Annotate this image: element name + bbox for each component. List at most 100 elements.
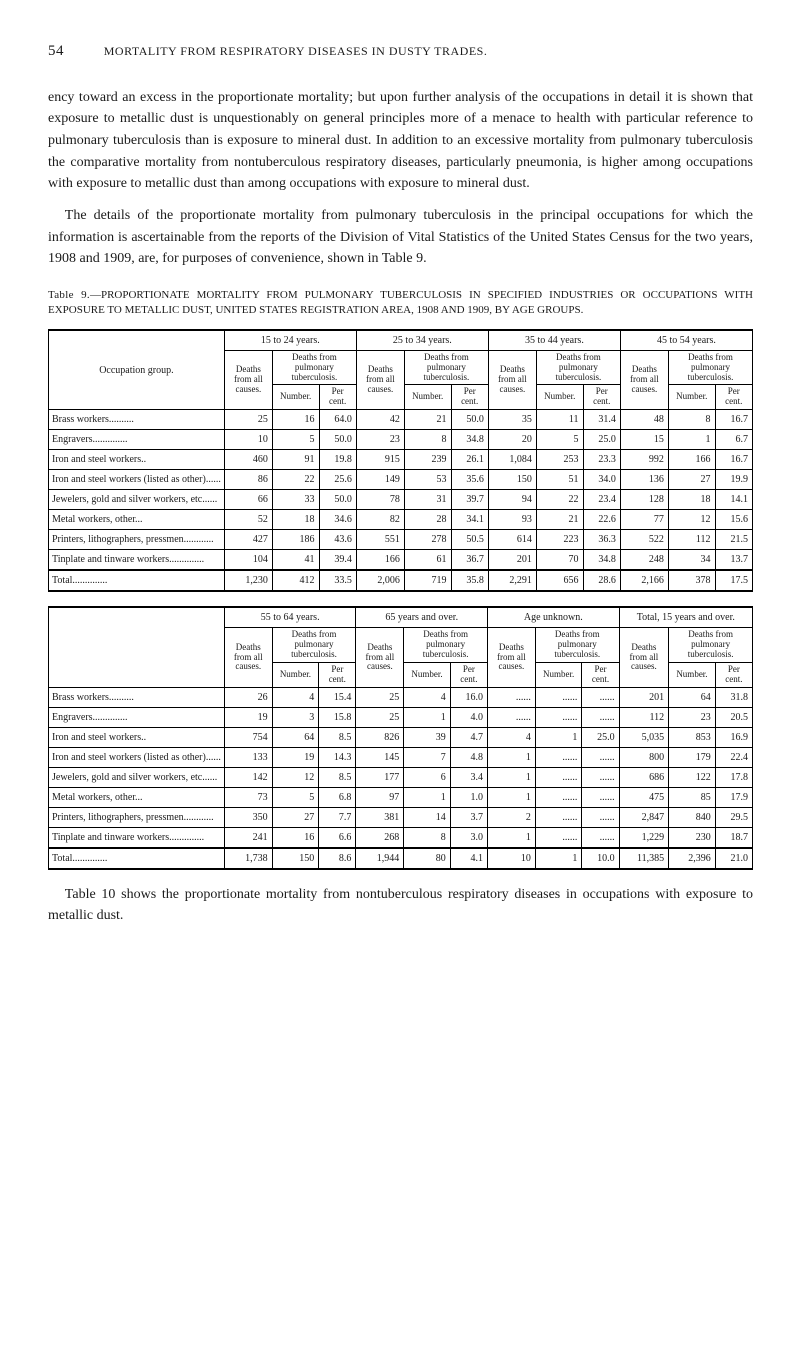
data-cell: 23.4 <box>583 490 620 510</box>
data-cell: 2,847 <box>619 807 669 827</box>
th-pct-7: Per cent. <box>715 662 752 687</box>
data-cell: 5 <box>536 430 583 450</box>
data-cell: ...... <box>488 687 536 707</box>
table-row: Tinplate and tinware workers............… <box>49 827 753 848</box>
total-cell: 2,291 <box>488 570 536 591</box>
table-row: Tinplate and tinware workers............… <box>49 550 753 571</box>
table-row: Printers, lithographers, pressmen.......… <box>49 530 753 550</box>
occupation-cell: Iron and steel workers (listed as other)… <box>49 470 225 490</box>
data-cell: 3.4 <box>450 767 487 787</box>
total-cell: 80 <box>404 848 451 869</box>
data-cell: 43.6 <box>319 530 356 550</box>
data-cell: 15.6 <box>715 510 752 530</box>
data-cell: 70 <box>536 550 583 571</box>
data-cell: 77 <box>620 510 668 530</box>
data-cell: 1 <box>404 787 451 807</box>
data-cell: 4.0 <box>450 707 487 727</box>
th-deaths-pt-4: Deaths from pulmonary tuberculosis. <box>272 628 356 663</box>
data-cell: 522 <box>620 530 668 550</box>
data-cell: 61 <box>404 550 451 571</box>
data-cell: 381 <box>356 807 404 827</box>
data-cell: 915 <box>356 450 404 470</box>
occupation-cell: Printers, lithographers, pressmen.......… <box>49 530 225 550</box>
table-9-caption: Table 9.—PROPORTIONATE MORTALITY FROM PU… <box>48 288 753 319</box>
total-cell: 412 <box>272 570 319 591</box>
data-cell: 248 <box>620 550 668 571</box>
data-cell: 230 <box>669 827 716 848</box>
data-cell: 34.1 <box>451 510 488 530</box>
data-cell: 25.0 <box>583 430 620 450</box>
data-cell: 3.0 <box>450 827 487 848</box>
data-cell: 28 <box>404 510 451 530</box>
th-pct-6: Per cent. <box>582 662 619 687</box>
th-num-4: Number. <box>272 662 319 687</box>
data-cell: ...... <box>535 787 582 807</box>
data-cell: 460 <box>224 450 272 470</box>
data-cell: 22 <box>272 470 319 490</box>
paragraph-1: ency toward an excess in the proportiona… <box>48 87 753 195</box>
data-cell: 1,084 <box>488 450 536 470</box>
data-cell: 25 <box>224 410 272 430</box>
data-cell: 39 <box>404 727 451 747</box>
th-group-4: 55 to 64 years. <box>224 607 356 628</box>
data-cell: 145 <box>356 747 404 767</box>
data-cell: 17.9 <box>715 787 752 807</box>
data-cell: 7.7 <box>319 807 356 827</box>
data-cell: 239 <box>404 450 451 470</box>
data-cell: 73 <box>224 787 272 807</box>
data-cell: 41 <box>272 550 319 571</box>
table-row: Jewelers, gold and silver workers, etc..… <box>49 767 753 787</box>
occupation-cell: Metal workers, other... <box>49 787 225 807</box>
data-cell: 16.7 <box>715 450 752 470</box>
data-cell: 51 <box>536 470 583 490</box>
occupation-cell: Metal workers, other... <box>49 510 225 530</box>
data-cell: 1.0 <box>450 787 487 807</box>
occupation-cell: Engravers.............. <box>49 707 225 727</box>
data-cell: 992 <box>620 450 668 470</box>
occupation-cell: Printers, lithographers, pressmen.......… <box>49 807 225 827</box>
total-cell: 2,166 <box>620 570 668 591</box>
data-cell: ...... <box>535 687 582 707</box>
data-cell: 754 <box>224 727 272 747</box>
data-cell: 133 <box>224 747 272 767</box>
data-cell: ...... <box>535 707 582 727</box>
data-cell: 64.0 <box>319 410 356 430</box>
data-cell: 840 <box>669 807 716 827</box>
data-cell: 853 <box>669 727 716 747</box>
data-cell: 8 <box>668 410 715 430</box>
data-cell: 85 <box>669 787 716 807</box>
data-cell: 52 <box>224 510 272 530</box>
data-cell: 4 <box>404 687 451 707</box>
th-deaths-all-3: Deaths from all causes. <box>620 350 668 409</box>
data-cell: 35 <box>488 410 536 430</box>
data-cell: 3 <box>272 707 319 727</box>
th-group-7: Total, 15 years and over. <box>619 607 752 628</box>
data-cell: ...... <box>582 807 619 827</box>
data-cell: ...... <box>535 827 582 848</box>
th-deaths-all-4: Deaths from all causes. <box>224 628 272 687</box>
total-cell: 378 <box>668 570 715 591</box>
data-cell: 8.5 <box>319 767 356 787</box>
occupation-cell: Jewelers, gold and silver workers, etc..… <box>49 490 225 510</box>
data-cell: 21 <box>404 410 451 430</box>
data-cell: ...... <box>582 687 619 707</box>
data-cell: 112 <box>668 530 715 550</box>
th-group-1: 25 to 34 years. <box>356 330 488 351</box>
data-cell: 97 <box>356 787 404 807</box>
data-cell: 11 <box>536 410 583 430</box>
total-cell: 8.6 <box>319 848 356 869</box>
th-deaths-pt-2: Deaths from pulmonary tuberculosis. <box>536 350 620 385</box>
data-cell: ...... <box>535 767 582 787</box>
data-cell: 278 <box>404 530 451 550</box>
th-num-6: Number. <box>535 662 582 687</box>
data-cell: 14.1 <box>715 490 752 510</box>
table-row: Engravers..............19315.82514.0....… <box>49 707 753 727</box>
data-cell: 1 <box>488 787 536 807</box>
th-deaths-pt-0: Deaths from pulmonary tuberculosis. <box>272 350 356 385</box>
data-cell: 31.4 <box>583 410 620 430</box>
data-cell: 48 <box>620 410 668 430</box>
total-cell: 719 <box>404 570 451 591</box>
data-cell: 3.7 <box>450 807 487 827</box>
data-cell: 5 <box>272 430 319 450</box>
data-cell: 36.7 <box>451 550 488 571</box>
